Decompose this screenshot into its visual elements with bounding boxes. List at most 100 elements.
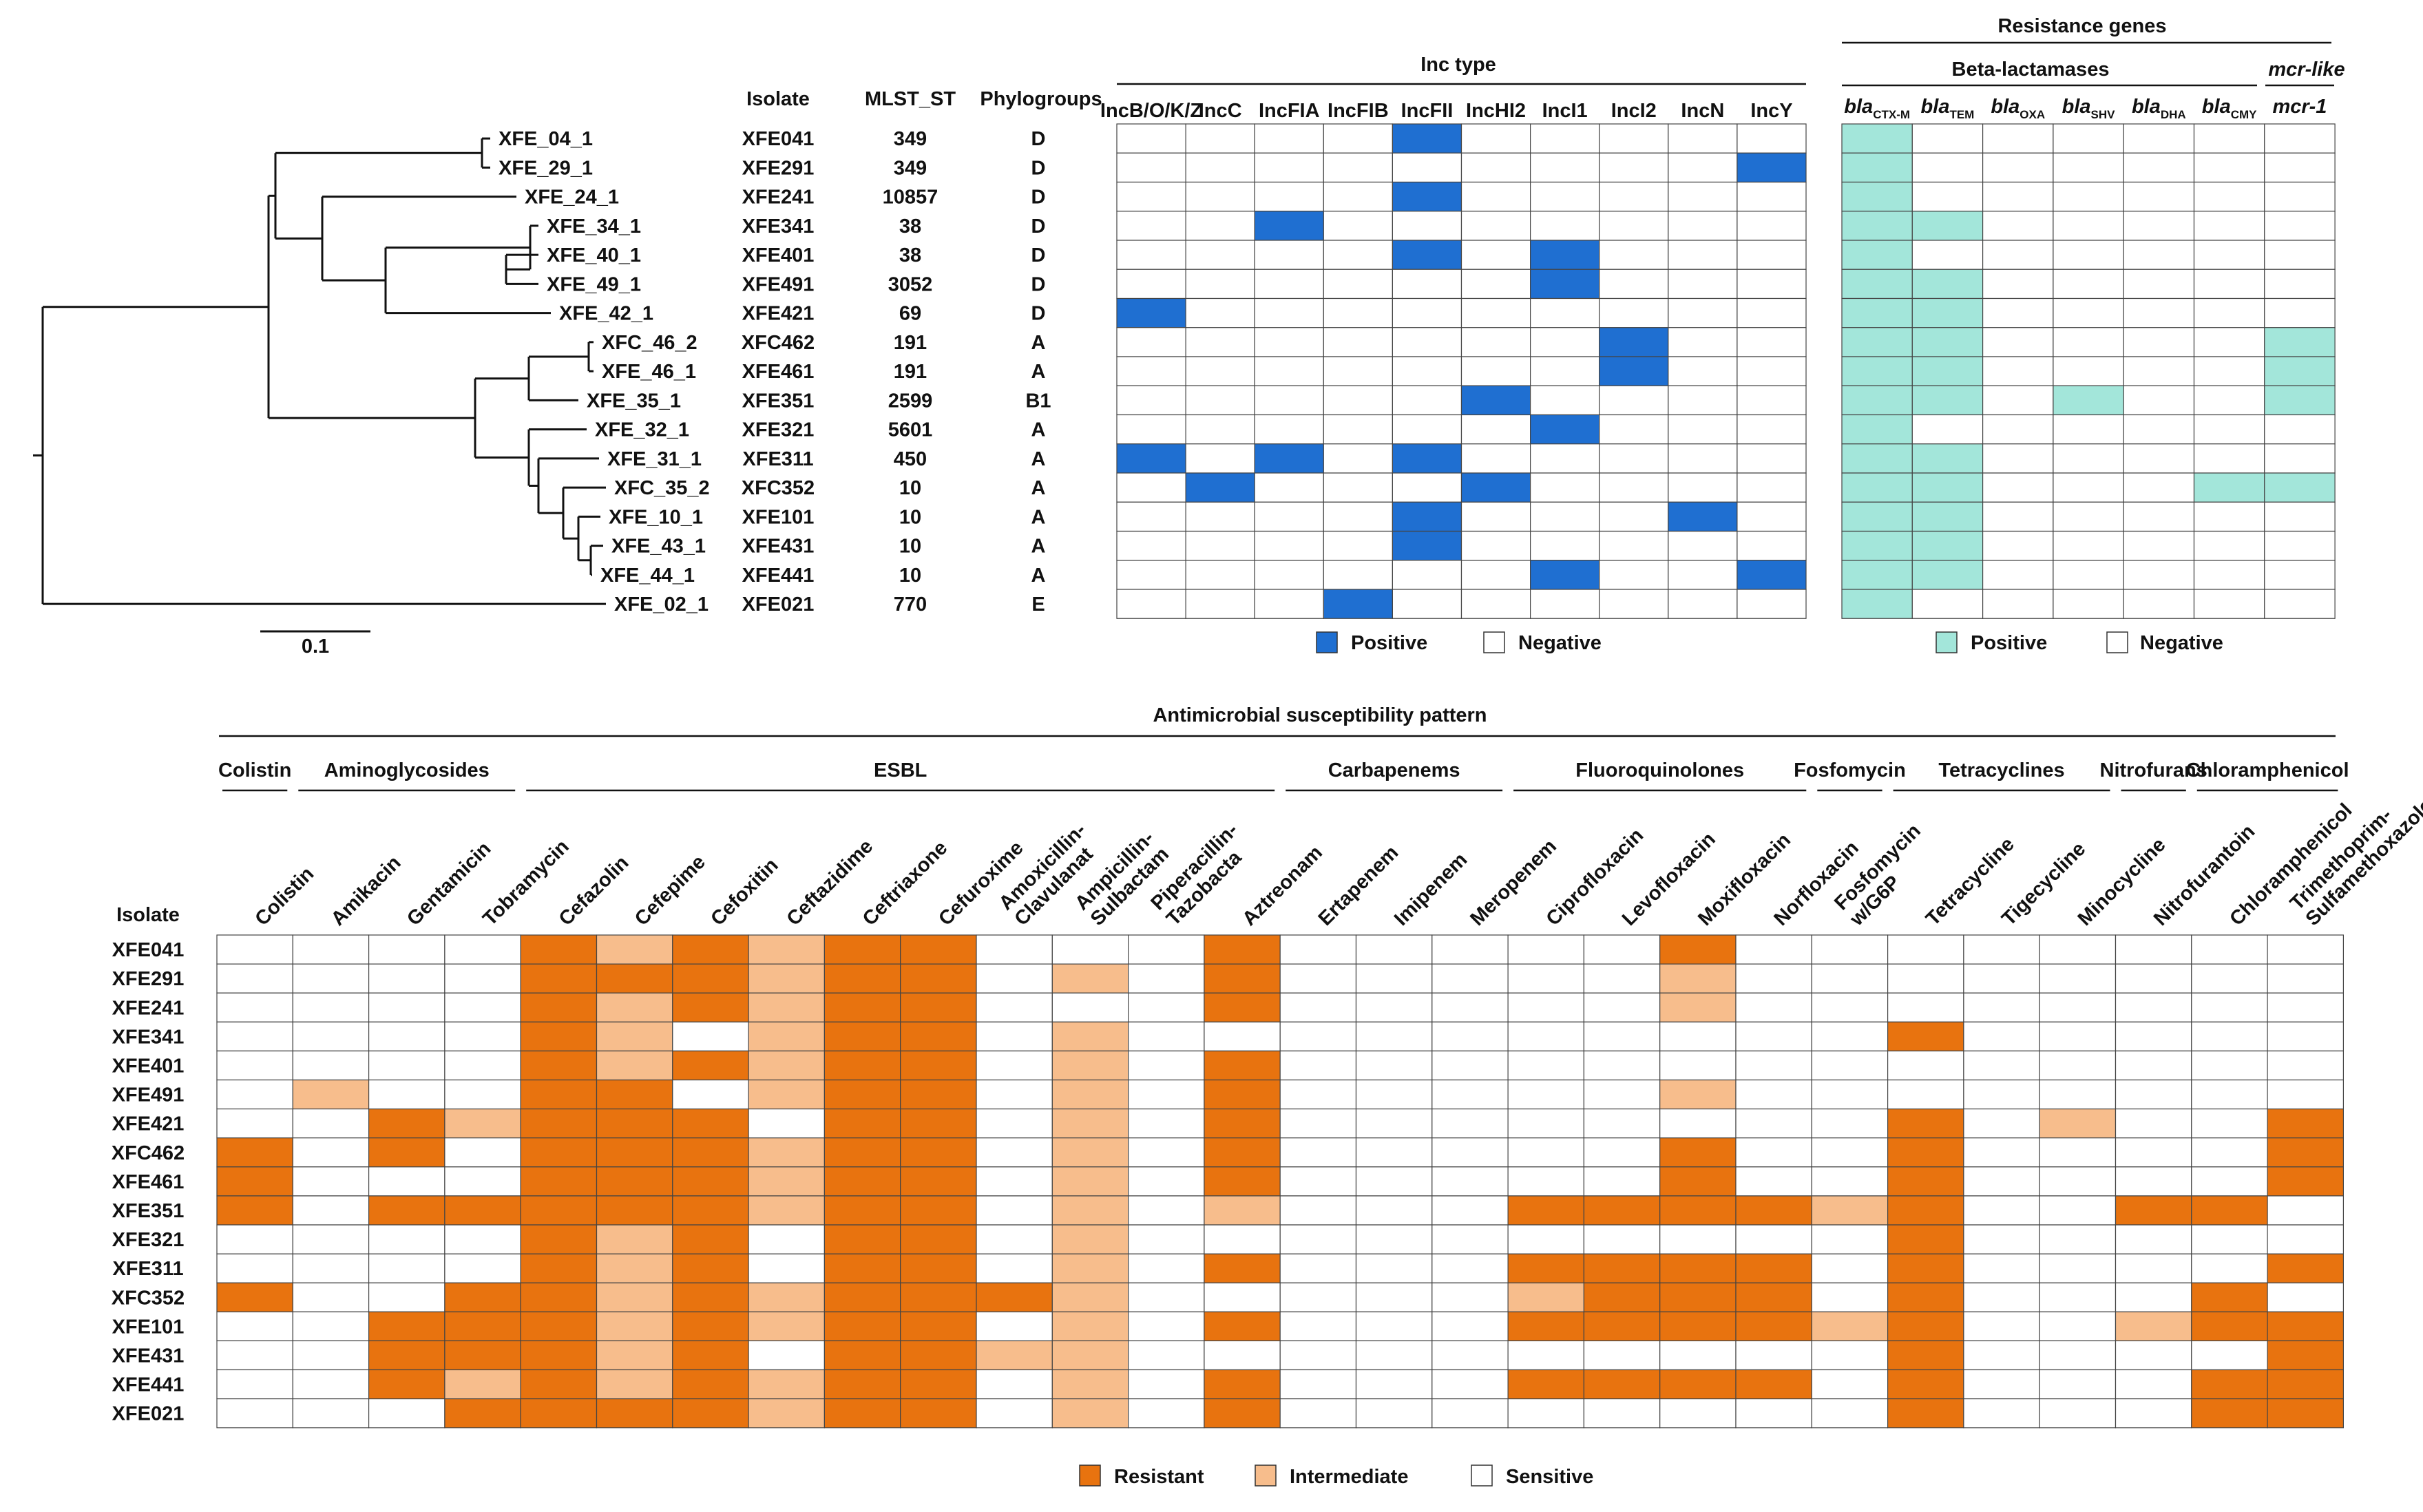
ast-cell xyxy=(1279,963,1357,994)
inc-type-cell xyxy=(1185,269,1255,300)
isolate-id: XFE441 xyxy=(742,565,815,587)
ast-cell xyxy=(1507,934,1585,965)
ast-cell xyxy=(1735,1079,1812,1110)
ast-cell xyxy=(1887,1050,1964,1081)
resistance-gene-cell xyxy=(2053,589,2124,619)
inc-type-column-label: IncFIA xyxy=(1259,100,1320,122)
ast-cell xyxy=(748,1166,825,1197)
ast-cell xyxy=(1507,1079,1585,1110)
ast-cell xyxy=(1659,934,1737,965)
ast-cell xyxy=(2191,1282,2268,1312)
resistance-gene-cell xyxy=(2264,589,2336,619)
ast-cell xyxy=(216,1195,293,1226)
inc-type-cell xyxy=(1392,211,1462,241)
ast-cell xyxy=(292,1369,370,1400)
ast-cell xyxy=(444,1282,521,1312)
ast-cell xyxy=(900,1137,977,1168)
inc-type-cell xyxy=(1737,414,1807,445)
resistance-gene-cell xyxy=(2264,501,2336,532)
ast-cell xyxy=(292,1079,370,1110)
ast-cell xyxy=(1507,1369,1585,1400)
inc-type-cell xyxy=(1116,414,1186,445)
inc-type-cell xyxy=(1116,443,1186,474)
inc-type-cell xyxy=(1668,123,1738,154)
ast-cell xyxy=(1659,1398,1737,1429)
tree-tip-label: XFE_49_1 xyxy=(547,273,641,295)
ast-cell xyxy=(672,1195,749,1226)
inc-type-cell xyxy=(1116,240,1186,270)
mlst-st: 5601 xyxy=(888,419,933,441)
ast-cell xyxy=(2191,1340,2268,1371)
resistance-gene-cell xyxy=(2193,501,2265,532)
phylogroup: B1 xyxy=(1025,390,1051,412)
ast-cell xyxy=(1279,1166,1357,1197)
resistance-gene-cell xyxy=(2053,240,2124,270)
inc-type-cell xyxy=(1185,443,1255,474)
mlst-st: 10 xyxy=(899,477,921,499)
ast-cell xyxy=(900,1050,977,1081)
resistance-gene-cell xyxy=(1841,530,1913,561)
ast-isolate-label: XFE341 xyxy=(112,1026,185,1048)
isolate-id: XFC352 xyxy=(742,477,815,499)
ast-drug-label: Ampicillin-Sulbactam xyxy=(1071,827,1174,930)
ast-cell xyxy=(976,992,1053,1022)
ast-cell xyxy=(292,1195,370,1226)
inc-type-cell xyxy=(1185,240,1255,270)
inc-type-cell xyxy=(1185,414,1255,445)
resistance-gene-cell xyxy=(1911,269,1984,300)
isolate-id: XFE021 xyxy=(742,594,815,616)
ast-cell xyxy=(596,1311,673,1342)
ast-cell xyxy=(1963,1195,2040,1226)
ast-cell xyxy=(216,1369,293,1400)
ast-cell xyxy=(1811,1340,1889,1371)
resistance-gene-cell xyxy=(2264,240,2336,270)
inc-type-cell xyxy=(1185,297,1255,328)
inc-type-cell xyxy=(1254,560,1324,590)
ast-cell xyxy=(1963,1079,2040,1110)
tree-tip-label: XFE_46_1 xyxy=(602,361,696,383)
resistance-gene-cell xyxy=(2053,152,2124,183)
ast-cell xyxy=(1811,1108,1889,1139)
ast-cell xyxy=(1355,1224,1433,1254)
resistance-gene-cell xyxy=(2193,530,2265,561)
resistance-gene-cell xyxy=(2123,181,2195,212)
phylogenetic-tree: XFE_04_1 XFE_29_1 XFE_24_1 XFE_34_1 XFE_40_1… xyxy=(33,128,710,616)
ast-cell xyxy=(1279,1079,1357,1110)
ast-cell xyxy=(1431,1108,1509,1139)
inc-type-cell xyxy=(1668,240,1738,270)
inc-type-cell xyxy=(1599,589,1669,619)
ast-cell xyxy=(520,1398,598,1429)
ast-cell xyxy=(292,963,370,994)
ast-cell xyxy=(1735,1224,1812,1254)
ast-cell xyxy=(2267,1398,2345,1429)
ast-cell xyxy=(1963,1166,2040,1197)
inc-type-cell xyxy=(1668,269,1738,300)
ast-cell xyxy=(2191,934,2268,965)
ast-cell xyxy=(1355,1108,1433,1139)
ast-cell xyxy=(1811,1398,1889,1429)
resistance-gene-cell xyxy=(1841,327,1913,357)
ast-cell xyxy=(1127,1050,1205,1081)
inc-type-cell xyxy=(1185,472,1255,503)
ast-cell xyxy=(520,934,598,965)
ast-cell xyxy=(368,1311,445,1342)
ast-cell xyxy=(1659,1108,1737,1139)
ast-cell xyxy=(520,992,598,1022)
ast-cell xyxy=(520,1079,598,1110)
resistance-gene-cell xyxy=(2264,181,2336,212)
ast-cell xyxy=(1051,1224,1129,1254)
inc-type-cell xyxy=(1599,181,1669,212)
ast-cell xyxy=(1204,1253,1281,1283)
ast-cell xyxy=(1355,1050,1433,1081)
ast-cell xyxy=(520,1166,598,1197)
inc-type-cell xyxy=(1254,589,1324,619)
ast-cell xyxy=(1204,1369,1281,1400)
ast-cell xyxy=(520,1137,598,1168)
inc-type-cell xyxy=(1185,560,1255,590)
ast-cell xyxy=(976,1398,1053,1429)
inc-type-cell xyxy=(1668,385,1738,416)
ast-cell xyxy=(1355,1398,1433,1429)
ast-cell xyxy=(216,1137,293,1168)
ast-isolate-label: XFE441 xyxy=(112,1374,185,1396)
ast-cell xyxy=(976,1282,1053,1312)
